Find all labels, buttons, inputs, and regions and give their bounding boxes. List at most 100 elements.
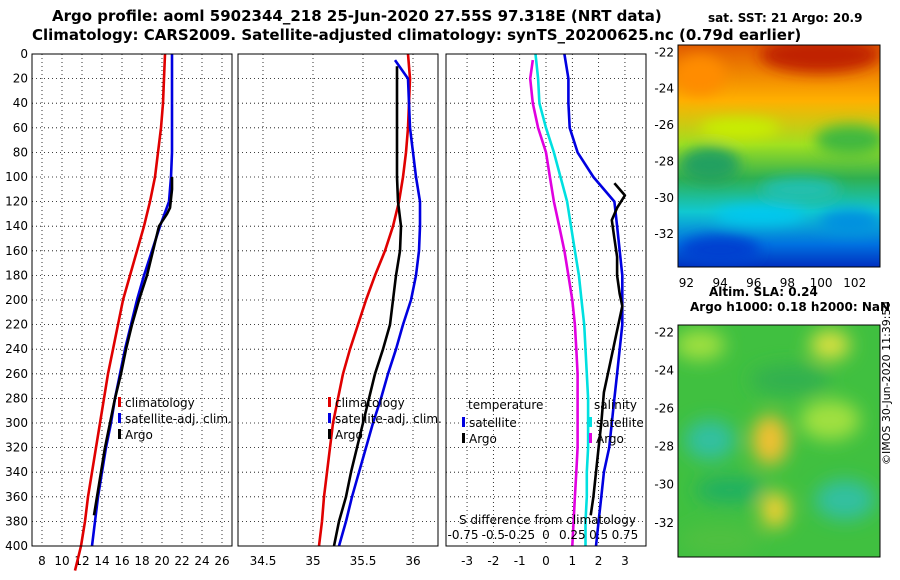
x-tick-label: 8 [38,554,46,568]
secondary-x-tick-label: 0.25 [559,528,586,542]
y-tick-label: 120 [5,195,28,209]
sst-lat-tick-label: -22 [654,45,674,59]
y-tick-label: 60 [13,121,28,135]
s-difference-annotation: S difference from climatology [459,513,636,527]
x-tick-label: 14 [94,554,109,568]
sst-lat-tick-label: -32 [654,227,674,241]
x-tick-label: 20 [154,554,169,568]
x-tick-label: 10 [54,554,69,568]
legend-swatch [118,429,121,439]
sla-lat-tick-label: -26 [654,402,674,416]
secondary-x-tick-label: 0.75 [612,528,639,542]
y-tick-label: 100 [5,170,28,184]
series-line-salinity-satellite [534,53,590,546]
y-tick-label: 180 [5,268,28,282]
series-line-salinity-argo [528,59,579,547]
y-tick-label: 80 [13,145,28,159]
x-tick-label: 35.5 [350,554,377,568]
x-tick-label: 18 [134,554,149,568]
x-tick-label: 22 [174,554,189,568]
x-tick-label: 36 [405,554,420,568]
sla-lat-tick-label: -24 [654,364,674,378]
x-tick-label: 24 [194,554,209,568]
legend-label: Argo [335,428,363,442]
secondary-x-tick-label: -0.25 [504,528,535,542]
y-tick-label: 160 [5,244,28,258]
legend-label: Argo [596,432,624,446]
x-tick-label: -1 [514,554,526,568]
series-line-satellite-adj-clim- [337,59,422,547]
y-tick-label: 140 [5,219,28,233]
legend-swatch [118,397,121,407]
secondary-x-tick-label: -0.5 [482,528,505,542]
series-line-temperature-argo [589,182,627,516]
series-line-climatology [73,53,167,571]
legend-swatch [589,417,592,427]
sst-lon-tick-label: 100 [810,276,833,290]
y-tick-label: 40 [13,96,28,110]
series-line-argo [332,66,403,547]
legend-label: Argo [469,432,497,446]
secondary-x-tick-label: 0 [542,528,550,542]
y-tick-label: 300 [5,416,28,430]
series-line-argo [92,177,174,516]
y-tick-label: 360 [5,490,28,504]
y-tick-label: 260 [5,367,28,381]
sst-lon-tick-label: 102 [843,276,866,290]
y-tick-label: 220 [5,318,28,332]
plot-frame [237,53,439,547]
x-tick-label: 3 [621,554,629,568]
header-line-2: Climatology: CARS2009. Satellite-adjuste… [32,26,802,44]
sla-lat-tick-label: -22 [654,326,674,340]
legend-swatch [328,397,331,407]
y-tick-label: 340 [5,465,28,479]
x-tick-label: -3 [461,554,473,568]
secondary-x-tick-label: 0.5 [589,528,608,542]
sst-lon-tick-label: 92 [679,276,694,290]
legend-label: satellite [596,416,644,430]
legend-swatch [118,413,121,423]
plot-frame [31,53,233,547]
y-tick-label: 400 [5,539,28,553]
legend-swatch [462,433,465,443]
sla-lat-tick-label: -28 [654,440,674,454]
sst-heatmap [678,45,880,267]
x-tick-label: 35 [305,554,320,568]
legend-swatch [328,413,331,423]
sst-lat-tick-label: -26 [654,118,674,132]
x-tick-label: 2 [595,554,603,568]
legend-label: climatology [125,396,195,410]
sst-lon-tick-label: 98 [780,276,795,290]
legend-heading-salinity: salinity [594,398,637,412]
x-tick-label: 26 [214,554,229,568]
sla-map-title-1: Altim. SLA: 0.24 [709,285,818,299]
y-tick-label: 380 [5,514,28,528]
sla-lat-tick-label: -30 [654,478,674,492]
y-tick-label: 0 [20,47,28,61]
x-tick-label: 16 [114,554,129,568]
sla-lat-tick-label: -32 [654,516,674,530]
x-tick-label: 34.5 [250,554,277,568]
sla-heatmap [678,325,880,557]
legend-swatch [328,429,331,439]
legend-swatch [462,417,465,427]
legend-label: Argo [125,428,153,442]
x-tick-label: 1 [568,554,576,568]
y-tick-label: 20 [13,72,28,86]
sst-lon-tick-label: 96 [746,276,761,290]
legend-swatch [589,433,592,443]
sst-lon-tick-label: 94 [712,276,727,290]
y-tick-label: 280 [5,391,28,405]
y-tick-label: 200 [5,293,28,307]
legend-heading-temperature: temperature [468,398,543,412]
legend-label: satellite-adj. clim. [125,412,232,426]
legend-label: satellite [469,416,517,430]
legend-label: satellite-adj. clim. [335,412,442,426]
plot-frame [445,53,647,547]
x-tick-label: -2 [487,554,499,568]
series-line-climatology [317,53,412,547]
sst-lat-tick-label: -30 [654,191,674,205]
y-tick-label: 320 [5,441,28,455]
header-line-1: Argo profile: aoml 5902344_218 25-Jun-20… [52,7,662,25]
